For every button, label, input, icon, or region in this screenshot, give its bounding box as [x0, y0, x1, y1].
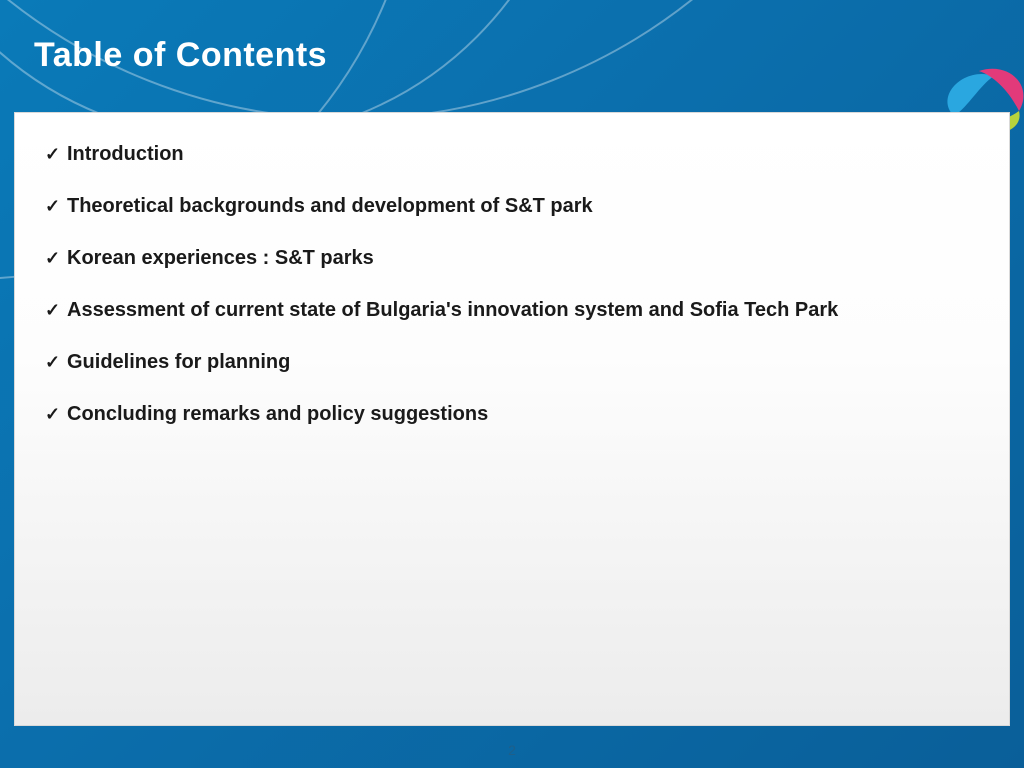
toc-item-text: Guidelines for planning	[67, 349, 290, 375]
toc-item-text: Concluding remarks and policy suggestion…	[67, 401, 488, 427]
toc-item: ✓ Korean experiences : S&T parks	[45, 245, 979, 271]
content-panel: ✓ Introduction ✓ Theoretical backgrounds…	[14, 112, 1010, 726]
toc-item-text: Assessment of current state of Bulgaria'…	[67, 297, 838, 323]
toc-item: ✓ Introduction	[45, 141, 979, 167]
toc-list: ✓ Introduction ✓ Theoretical backgrounds…	[45, 141, 979, 427]
checkmark-icon: ✓	[45, 193, 67, 219]
page-title: Table of Contents	[34, 36, 327, 75]
checkmark-icon: ✓	[45, 297, 67, 323]
toc-item: ✓ Guidelines for planning	[45, 349, 979, 375]
checkmark-icon: ✓	[45, 245, 67, 271]
toc-item: ✓ Assessment of current state of Bulgari…	[45, 297, 979, 323]
toc-item: ✓ Concluding remarks and policy suggesti…	[45, 401, 979, 427]
toc-item-text: Korean experiences : S&T parks	[67, 245, 374, 271]
slide: Table of Contents ✓ Introduction ✓ Theor…	[0, 0, 1024, 768]
toc-item-text: Introduction	[67, 141, 184, 167]
toc-item-text: Theoretical backgrounds and development …	[67, 193, 593, 219]
checkmark-icon: ✓	[45, 349, 67, 375]
checkmark-icon: ✓	[45, 141, 67, 167]
toc-item: ✓ Theoretical backgrounds and developmen…	[45, 193, 979, 219]
page-number: 2	[0, 742, 1024, 758]
checkmark-icon: ✓	[45, 401, 67, 427]
